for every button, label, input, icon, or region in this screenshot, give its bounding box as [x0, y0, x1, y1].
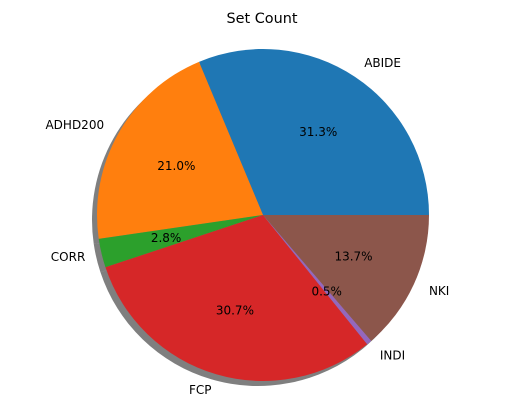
- slice-label-corr: CORR: [51, 250, 86, 264]
- pie-slice-fcp: [105, 215, 368, 381]
- slice-label-abide: ABIDE: [364, 56, 401, 70]
- pie-slice-abide: [198, 49, 429, 216]
- pct-label-indi: 0.5%: [311, 285, 342, 299]
- pie-slice-nki: [263, 215, 429, 341]
- chart-title: Set Count: [227, 11, 298, 27]
- pct-label-corr: 2.8%: [151, 231, 182, 245]
- slice-label-nki: NKI: [429, 284, 449, 298]
- pct-label-adhd200: 21.0%: [157, 159, 195, 173]
- pie-slice-adhd200: [96, 61, 264, 239]
- pct-label-fcp: 30.7%: [216, 304, 254, 318]
- slice-label-adhd200: ADHD200: [45, 118, 104, 132]
- slice-label-fcp: FCP: [189, 383, 212, 397]
- pie-slice-corr: [98, 215, 263, 268]
- slice-label-indi: INDI: [380, 348, 405, 362]
- pct-label-nki: 13.7%: [334, 250, 372, 264]
- pct-label-abide: 31.3%: [299, 125, 337, 139]
- pie-slices: [96, 49, 429, 381]
- pie-labels: ABIDE 31.3% ADHD200 21.0% CORR 2.8% FCP 30.7% IN…: [45, 56, 449, 397]
- pie-slice-indi: [263, 215, 372, 345]
